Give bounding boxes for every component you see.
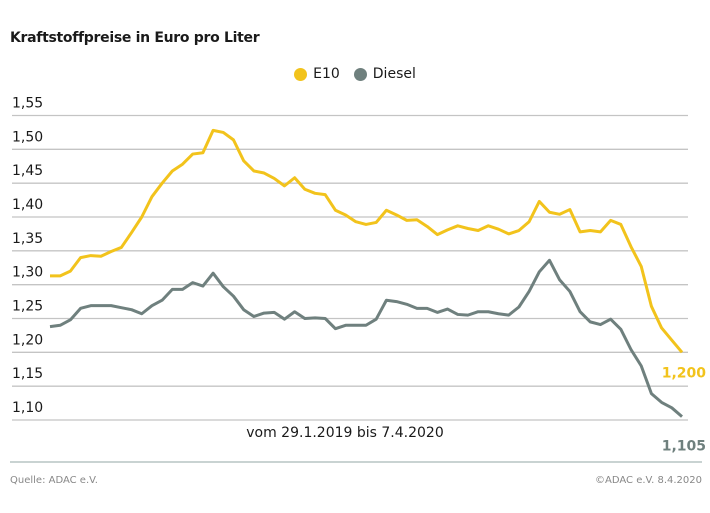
copyright-note: ©ADAC e.V. 8.4.2020 — [595, 475, 702, 486]
e10-swatch-icon — [294, 67, 308, 81]
legend: E10 Diesel — [0, 66, 710, 82]
legend-item-e10: E10 — [294, 66, 340, 82]
y-tick-label: 1,30 — [12, 265, 43, 281]
series-line-e10 — [50, 128, 684, 354]
series-line-diesel — [49, 258, 683, 418]
legend-label-e10: E10 — [313, 66, 340, 82]
source-note: Quelle: ADAC e.V. — [10, 475, 98, 486]
chart-subtitle: vom 29.1.2019 bis 7.4.2020 — [246, 425, 444, 441]
y-tick-label: 1,35 — [12, 231, 43, 247]
legend-item-diesel: Diesel — [353, 66, 416, 82]
end-label-diesel: 1,105 — [662, 439, 706, 455]
y-tick-label: 1,10 — [12, 400, 43, 416]
y-tick-label: 1,45 — [12, 163, 43, 179]
y-tick-label: 1,40 — [12, 197, 43, 213]
legend-label-diesel: Diesel — [372, 66, 416, 82]
y-tick-label: 1,55 — [12, 96, 43, 112]
chart-title: Kraftstoffpreise in Euro pro Liter — [10, 30, 260, 46]
y-tick-label: 1,25 — [12, 299, 43, 315]
y-tick-label: 1,20 — [12, 332, 43, 348]
y-tick-label: 1,15 — [12, 366, 43, 382]
footer-divider — [10, 461, 702, 463]
end-label-e10: 1,200 — [662, 365, 707, 381]
y-tick-label: 1,50 — [12, 129, 43, 145]
diesel-swatch-icon — [353, 67, 367, 81]
